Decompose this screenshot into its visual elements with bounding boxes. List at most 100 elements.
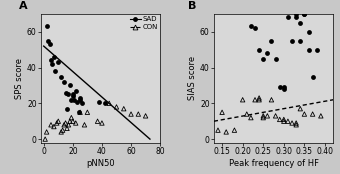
Point <box>298 107 303 110</box>
Point <box>289 122 295 124</box>
Point <box>53 70 58 73</box>
Point <box>302 13 307 15</box>
Point <box>128 113 134 116</box>
Point <box>269 98 274 101</box>
Point <box>256 97 262 99</box>
Point <box>293 13 299 15</box>
Point <box>281 118 287 121</box>
Point <box>67 84 73 87</box>
Point <box>55 120 61 123</box>
Point <box>285 120 291 123</box>
Legend: SAD, CON: SAD, CON <box>130 15 159 31</box>
Point <box>277 86 283 89</box>
Point <box>78 97 83 99</box>
Point <box>44 25 49 28</box>
Point <box>215 129 221 132</box>
Point <box>96 100 102 103</box>
Point <box>51 56 57 58</box>
Point <box>70 93 75 96</box>
Point <box>70 120 75 123</box>
Point <box>64 107 70 110</box>
Point <box>78 111 83 114</box>
Y-axis label: SPS score: SPS score <box>15 58 24 99</box>
Point <box>256 98 262 101</box>
Point <box>51 125 57 128</box>
Point <box>260 114 266 117</box>
Point <box>281 120 287 123</box>
Point <box>143 114 148 117</box>
Point <box>79 102 84 105</box>
Point <box>265 114 270 117</box>
Text: A: A <box>19 1 28 11</box>
Point <box>44 130 49 133</box>
Point <box>298 21 303 24</box>
Point <box>256 48 262 51</box>
Point <box>99 122 105 124</box>
Point <box>95 120 100 123</box>
Point <box>252 27 258 30</box>
Point <box>71 98 77 101</box>
Point <box>58 75 64 78</box>
Point <box>273 57 278 60</box>
Point <box>260 57 266 60</box>
Point <box>63 122 68 124</box>
Point <box>244 113 250 116</box>
Point <box>302 113 307 116</box>
Point <box>306 30 311 33</box>
Point <box>61 123 67 126</box>
Point <box>310 75 315 78</box>
Point <box>318 114 324 117</box>
Point <box>223 130 229 133</box>
Point <box>55 61 61 64</box>
Point <box>298 39 303 42</box>
Point <box>240 98 245 101</box>
Text: B: B <box>188 1 196 11</box>
Point <box>78 98 83 101</box>
Point <box>42 138 48 140</box>
Point <box>265 52 270 55</box>
Point <box>60 129 65 132</box>
Point <box>73 122 79 124</box>
Point <box>121 107 126 110</box>
Point <box>293 122 299 124</box>
Point <box>63 91 68 94</box>
Point <box>73 89 79 92</box>
Point <box>219 111 225 114</box>
Point <box>293 123 299 126</box>
Point <box>281 88 287 90</box>
X-axis label: Peak frequency of HF: Peak frequency of HF <box>228 159 319 168</box>
Point <box>66 123 71 126</box>
Point <box>252 98 258 101</box>
Point <box>50 63 55 65</box>
Point <box>248 116 254 119</box>
Point <box>302 13 307 15</box>
Point <box>47 43 52 46</box>
Point <box>66 93 71 96</box>
Point <box>48 123 54 126</box>
Point <box>69 98 74 101</box>
Point <box>273 114 278 117</box>
Point <box>136 113 141 116</box>
Point <box>61 81 67 83</box>
Point <box>310 113 315 116</box>
Y-axis label: SIAS score: SIAS score <box>188 56 197 100</box>
X-axis label: pNN50: pNN50 <box>86 159 115 168</box>
Point <box>285 16 291 19</box>
Point <box>102 102 107 105</box>
Point <box>74 100 80 103</box>
Point <box>306 48 311 51</box>
Point <box>70 95 75 98</box>
Point <box>76 111 81 114</box>
Point <box>58 130 64 133</box>
Point <box>232 129 237 132</box>
Point <box>48 59 54 62</box>
Point <box>293 16 299 19</box>
Point <box>45 39 51 42</box>
Point <box>260 116 266 119</box>
Point <box>54 122 60 124</box>
Point <box>114 105 119 108</box>
Point <box>85 111 90 114</box>
Point <box>64 127 70 130</box>
Point <box>69 116 74 119</box>
Point <box>277 118 283 121</box>
